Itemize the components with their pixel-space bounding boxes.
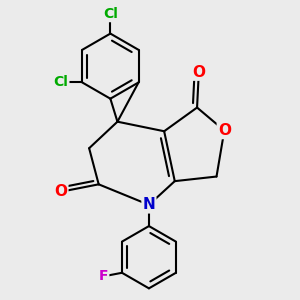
Text: Cl: Cl (103, 7, 118, 21)
Text: Cl: Cl (53, 75, 68, 89)
Text: O: O (218, 123, 231, 138)
Text: O: O (54, 184, 67, 199)
Text: N: N (142, 197, 155, 212)
Text: O: O (192, 65, 205, 80)
Text: F: F (99, 269, 108, 283)
